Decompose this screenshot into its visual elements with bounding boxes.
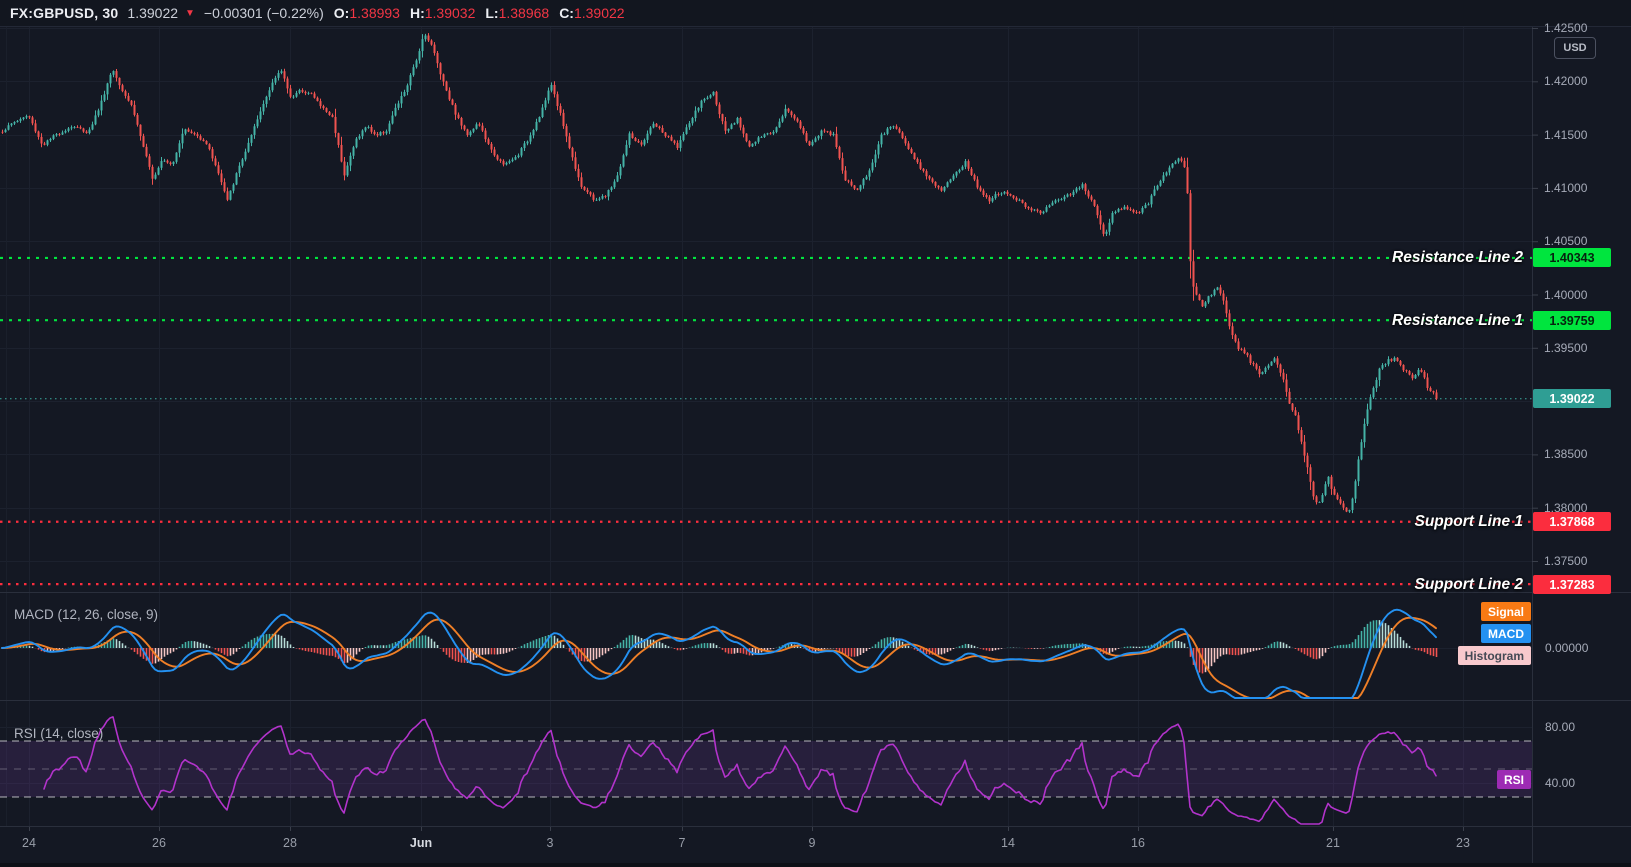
low-value: 1.38968: [498, 5, 550, 21]
macd-pane-layer: [1, 608, 1438, 699]
time-tick-label: Jun: [409, 836, 433, 850]
price-tick-label: 1.40500: [1544, 234, 1588, 249]
time-tick-label: 26: [152, 836, 166, 850]
symbol-title: FX:GBPUSD, 30: [10, 5, 119, 21]
support-line-2-label[interactable]: Support Line 2: [1414, 576, 1524, 593]
price-tick-label: 1.38000: [1544, 500, 1588, 515]
time-tick-label: 3: [546, 836, 554, 850]
close-value: 1.39022: [573, 5, 625, 21]
price-tick-label: 1.37500: [1544, 554, 1588, 568]
resistance-2-price-badge: 1.40343: [1533, 248, 1611, 267]
histogram-series-badge: Histogram: [1457, 646, 1531, 665]
macd-legend[interactable]: MACD (12, 26, close, 9): [14, 607, 159, 622]
price-change: −0.00301 (−0.22%): [203, 5, 324, 21]
resistance-1-price-badge: 1.39759: [1533, 311, 1611, 330]
support-2-price-badge: 1.37283: [1533, 575, 1611, 594]
close-label: C:: [559, 5, 574, 21]
price-tick-label: 1.38500: [1544, 447, 1588, 462]
price-tick-label: 1.41500: [1544, 127, 1588, 142]
time-tick-label: 28: [283, 836, 297, 850]
support-line-1-label[interactable]: Support Line 1: [1414, 513, 1524, 530]
grid-layer: [0, 27, 1532, 826]
time-tick-label: 21: [1326, 836, 1340, 850]
rsi-legend[interactable]: RSI (14, close): [14, 726, 104, 741]
rsi-40-tick: 40.00: [1545, 776, 1576, 790]
open-label: O:: [333, 5, 350, 21]
low-label: L:: [485, 5, 499, 21]
rsi-pane-layer: [0, 716, 1532, 825]
ohlc-header-bar: FX:GBPUSD, 30 1.39022 ▼ −0.00301 (−0.22%…: [0, 0, 1631, 27]
pane-separators: [0, 27, 1631, 867]
time-tick-label: 14: [1001, 836, 1015, 850]
price-tick-label: 1.42000: [1544, 74, 1588, 89]
resistance-line-2-label[interactable]: Resistance Line 2: [1392, 249, 1523, 266]
rsi-80-tick: 80.00: [1545, 720, 1576, 734]
high-label: H:: [409, 5, 425, 21]
last-price: 1.39022: [127, 5, 179, 21]
high-value: 1.39032: [424, 5, 476, 21]
price-axis[interactable]: [1532, 27, 1631, 863]
signal-series-badge: Signal: [1480, 602, 1531, 621]
macd-series-badge: MACD: [1481, 624, 1531, 643]
current-price-badge: 1.39022: [1533, 389, 1611, 408]
down-triangle-icon: ▼: [185, 7, 195, 19]
rsi-series-badge: RSI: [1496, 770, 1531, 789]
time-axis[interactable]: [0, 827, 1532, 863]
level-lines-layer: [0, 256, 1532, 586]
time-tick-label: 9: [808, 836, 816, 850]
resistance-line-1-label[interactable]: Resistance Line 1: [1392, 312, 1523, 329]
support-1-price-badge: 1.37868: [1533, 512, 1611, 531]
time-tick-label: 7: [678, 836, 686, 850]
time-tick-label: 23: [1456, 836, 1470, 850]
time-tick-label: 16: [1131, 836, 1145, 850]
price-tick-label: 1.41000: [1544, 180, 1588, 195]
price-tick-label: 1.40000: [1544, 287, 1588, 302]
price-tick-label: 1.39500: [1544, 340, 1588, 355]
time-tick-label: 24: [22, 836, 36, 850]
candles-layer: [1, 33, 1438, 514]
macd-zero-tick: 0.00000: [1545, 641, 1589, 655]
price-tick-label: 1.42500: [1544, 21, 1588, 35]
open-value: 1.38993: [349, 5, 400, 21]
currency-badge: USD: [1554, 37, 1596, 59]
